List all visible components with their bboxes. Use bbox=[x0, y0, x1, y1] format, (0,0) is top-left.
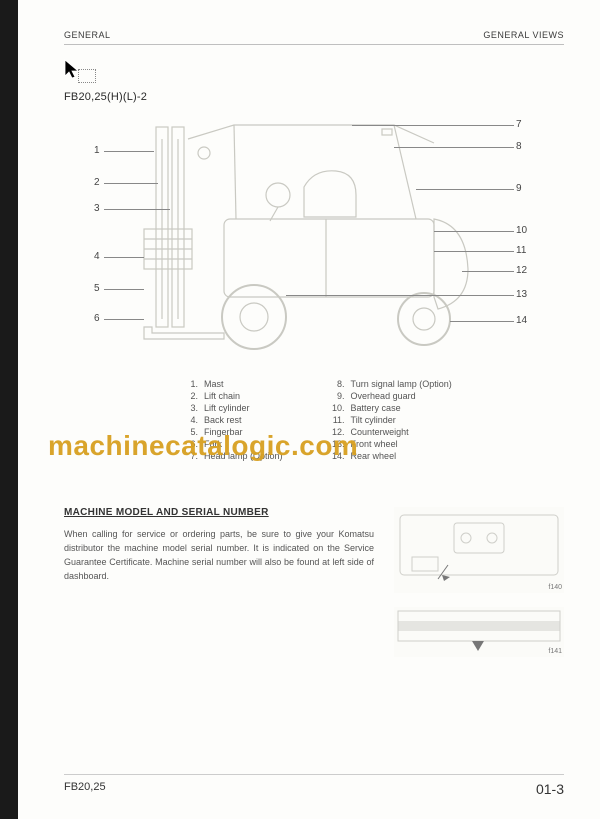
callout-3: 3 bbox=[94, 203, 100, 214]
page-footer: FB20,25 01-3 bbox=[64, 774, 564, 797]
callout-12: 12 bbox=[516, 265, 527, 276]
serial-figures: f140 f141 bbox=[394, 507, 564, 657]
serial-text-block: MACHINE MODEL AND SERIAL NUMBER When cal… bbox=[64, 507, 374, 657]
leader bbox=[286, 295, 514, 296]
legend-item: 1. Mast bbox=[184, 379, 283, 389]
legend-text: Turn signal lamp (Option) bbox=[351, 379, 452, 389]
watermark: machinecatalogic.com bbox=[48, 430, 358, 462]
page: GENERAL GENERAL VIEWS FB20,25(H)(L)-2 bbox=[18, 0, 600, 819]
legend-text: Battery case bbox=[351, 403, 401, 413]
legend-text: Tilt cylinder bbox=[351, 415, 396, 425]
legend-num: 10. bbox=[331, 403, 345, 413]
header-right: GENERAL VIEWS bbox=[483, 30, 564, 40]
mini-figure-plate: f141 bbox=[394, 607, 564, 657]
legend-num: 2. bbox=[184, 391, 198, 401]
leader bbox=[352, 125, 514, 126]
legend-text: Lift chain bbox=[204, 391, 240, 401]
leader bbox=[434, 251, 514, 252]
serial-number-section: MACHINE MODEL AND SERIAL NUMBER When cal… bbox=[64, 507, 564, 657]
dashboard-illustration bbox=[394, 507, 564, 593]
callout-6: 6 bbox=[94, 313, 100, 324]
model-label: FB20,25(H)(L)-2 bbox=[64, 91, 564, 103]
legend-text: Back rest bbox=[204, 415, 242, 425]
leader bbox=[104, 289, 144, 290]
leader bbox=[104, 319, 144, 320]
leader bbox=[104, 257, 144, 258]
leader bbox=[104, 209, 170, 210]
callout-1: 1 bbox=[94, 145, 100, 156]
leader bbox=[104, 151, 154, 152]
legend-text: Mast bbox=[204, 379, 224, 389]
legend-num: 8. bbox=[331, 379, 345, 389]
callout-5: 5 bbox=[94, 283, 100, 294]
selection-box bbox=[78, 69, 96, 83]
callout-2: 2 bbox=[94, 177, 100, 188]
header-left: GENERAL bbox=[64, 30, 111, 40]
legend-item: 10. Battery case bbox=[331, 403, 452, 413]
legend-item: 2. Lift chain bbox=[184, 391, 283, 401]
legend-text: Overhead guard bbox=[351, 391, 416, 401]
callout-11: 11 bbox=[516, 245, 526, 256]
callout-9: 9 bbox=[516, 183, 522, 194]
fig-caption: f140 bbox=[548, 584, 562, 591]
page-header: GENERAL GENERAL VIEWS bbox=[64, 30, 564, 45]
legend-item: 11. Tilt cylinder bbox=[331, 415, 452, 425]
legend-item: 8. Turn signal lamp (Option) bbox=[331, 379, 452, 389]
callout-14: 14 bbox=[516, 315, 527, 326]
legend-item: 3. Lift cylinder bbox=[184, 403, 283, 413]
plate-illustration bbox=[394, 607, 564, 657]
leader bbox=[394, 147, 514, 148]
leader bbox=[462, 271, 514, 272]
binding-edge bbox=[0, 0, 18, 819]
fig-caption: f141 bbox=[548, 648, 562, 655]
leader bbox=[434, 231, 514, 232]
callout-8: 8 bbox=[516, 141, 522, 152]
legend-text: Lift cylinder bbox=[204, 403, 250, 413]
legend-num: 3. bbox=[184, 403, 198, 413]
legend-num: 9. bbox=[331, 391, 345, 401]
footer-right: 01-3 bbox=[536, 781, 564, 797]
main-figure: 1 2 3 4 5 6 7 8 9 10 11 12 13 14 bbox=[64, 109, 564, 369]
callout-10: 10 bbox=[516, 225, 527, 236]
section-body: When calling for service or ordering par… bbox=[64, 528, 374, 584]
legend-item: 4. Back rest bbox=[184, 415, 283, 425]
callout-13: 13 bbox=[516, 289, 527, 300]
legend-text: Counterweight bbox=[351, 427, 409, 437]
forklift-drawing bbox=[64, 109, 564, 369]
legend-num: 1. bbox=[184, 379, 198, 389]
leader bbox=[104, 183, 158, 184]
legend-num: 11. bbox=[331, 415, 345, 425]
callout-7: 7 bbox=[516, 119, 522, 130]
leader bbox=[416, 189, 514, 190]
section-title: MACHINE MODEL AND SERIAL NUMBER bbox=[64, 507, 374, 518]
callout-4: 4 bbox=[94, 251, 100, 262]
legend-item: 9. Overhead guard bbox=[331, 391, 452, 401]
mini-figure-dashboard: f140 bbox=[394, 507, 564, 593]
legend-num: 4. bbox=[184, 415, 198, 425]
cursor-overlay bbox=[64, 59, 564, 87]
footer-left: FB20,25 bbox=[64, 781, 106, 797]
leader bbox=[450, 321, 514, 322]
